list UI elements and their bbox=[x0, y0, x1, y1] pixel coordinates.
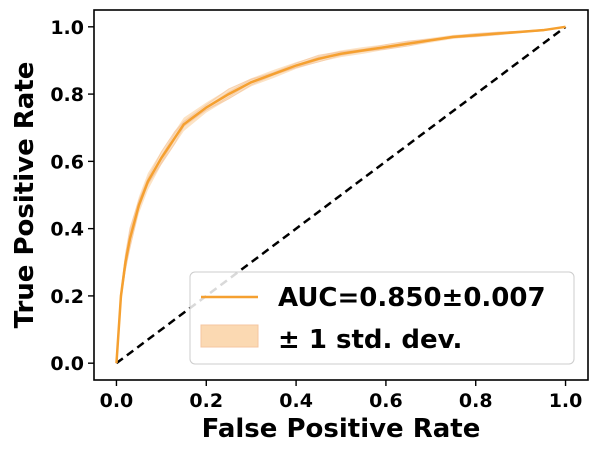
y-tick-label: 0.2 bbox=[50, 286, 84, 308]
x-tick-label: 0.6 bbox=[369, 390, 403, 412]
legend-mean-label: AUC=0.850±0.007 bbox=[278, 283, 546, 313]
y-tick-label: 0.8 bbox=[50, 84, 84, 106]
x-tick-label: 0.0 bbox=[100, 390, 134, 412]
y-tick-label: 1.0 bbox=[50, 17, 84, 39]
x-tick-label: 0.2 bbox=[189, 390, 223, 412]
legend-band-label: ± 1 std. dev. bbox=[278, 325, 462, 355]
legend-band-swatch bbox=[200, 324, 259, 348]
legend-box bbox=[189, 271, 575, 365]
x-axis-label: False Positive Rate bbox=[202, 414, 481, 444]
y-tick-label: 0.0 bbox=[50, 353, 84, 375]
axis-ticks: 0.0 0.2 0.4 0.6 0.8 1.0 0.0 0.2 0.4 0.6 0.8 1.0 bbox=[50, 17, 582, 412]
y-axis-label: True Positive Rate bbox=[10, 62, 40, 329]
fold-curve bbox=[115, 26, 566, 364]
plot-frame bbox=[93, 9, 589, 381]
y-tick-label: 0.6 bbox=[50, 151, 84, 173]
legend: AUC=0.850±0.007 ± 1 std. dev. bbox=[189, 271, 575, 365]
x-tick-label: 0.8 bbox=[459, 390, 493, 412]
mean-roc-line bbox=[115, 25, 566, 364]
x-tick-label: 0.4 bbox=[279, 390, 313, 412]
x-tick-label: 1.0 bbox=[549, 390, 583, 412]
y-tick-label: 0.4 bbox=[50, 219, 84, 241]
